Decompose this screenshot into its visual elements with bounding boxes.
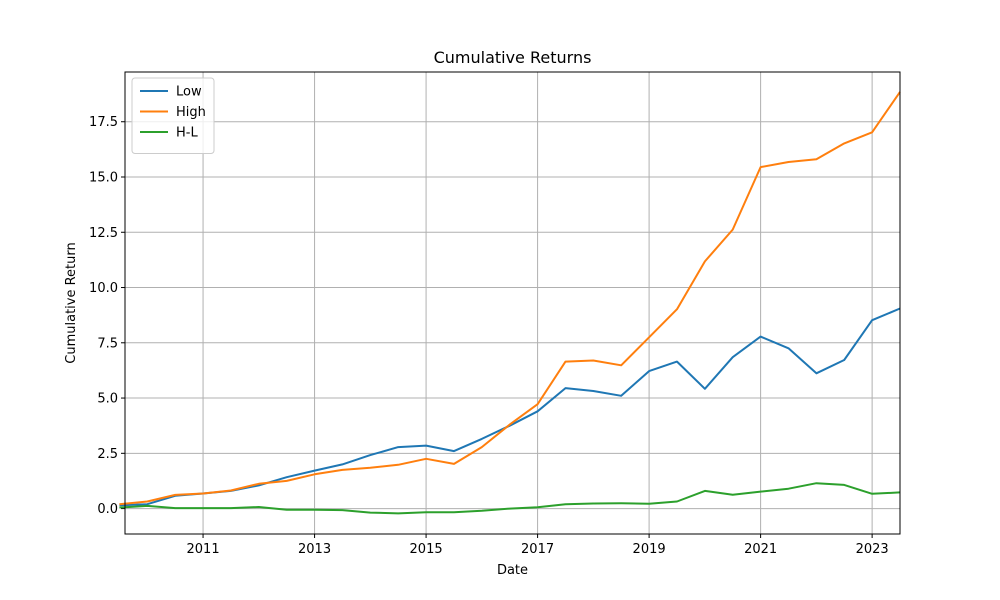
grid-lines xyxy=(125,72,900,534)
x-axis-ticks: 2011 2013 2015 2017 2019 2021 2023 xyxy=(187,534,889,557)
y-axis-ticks: 0.0 2.5 5.0 7.5 10.0 12.5 15.0 17.5 xyxy=(89,115,125,517)
legend-label-low: Low xyxy=(176,85,202,100)
y-tick-label: 5.0 xyxy=(97,392,118,407)
legend-label-h-l: H-L xyxy=(176,126,198,141)
x-axis-label: Date xyxy=(497,563,528,578)
x-tick-label: 2019 xyxy=(633,542,666,557)
series-line-low xyxy=(119,307,901,507)
y-axis-label: Cumulative Return xyxy=(64,242,79,363)
x-tick-label: 2021 xyxy=(744,542,777,557)
y-tick-label: 17.5 xyxy=(89,115,118,130)
y-tick-label: 2.5 xyxy=(97,447,118,462)
y-tick-label: 0.0 xyxy=(97,502,118,517)
plot-area-frame xyxy=(124,71,901,535)
y-tick-label: 15.0 xyxy=(89,171,118,186)
x-tick-label: 2017 xyxy=(521,542,554,557)
legend: Low High H-L xyxy=(131,77,215,154)
y-tick-label: 7.5 xyxy=(97,336,118,351)
series-lines xyxy=(119,91,901,515)
y-tick-label: 10.0 xyxy=(89,281,118,296)
chart-title: Cumulative Returns xyxy=(434,48,592,67)
x-tick-label: 2015 xyxy=(410,542,443,557)
series-line-h-l xyxy=(119,482,901,515)
y-tick-label: 12.5 xyxy=(89,226,118,241)
x-tick-label: 2011 xyxy=(187,542,220,557)
x-tick-label: 2013 xyxy=(298,542,331,557)
legend-box xyxy=(131,77,215,154)
x-tick-label: 2023 xyxy=(856,542,889,557)
legend-label-high: High xyxy=(176,105,206,120)
series-line-high xyxy=(119,91,901,506)
